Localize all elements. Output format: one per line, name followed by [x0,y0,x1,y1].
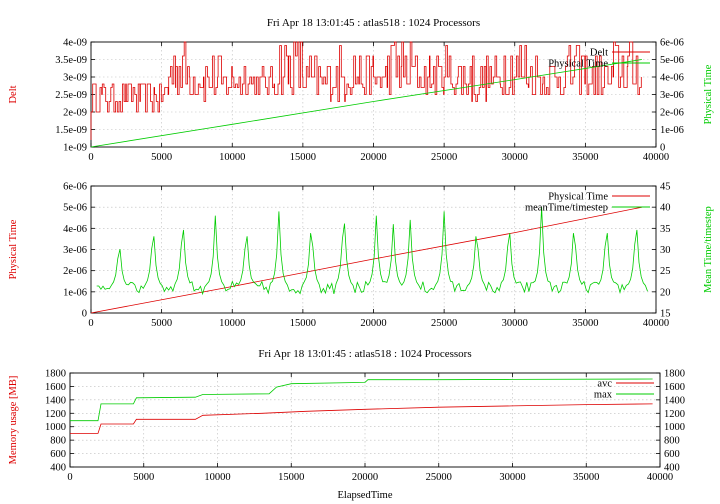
y-tick-label-left: 3.5e-09 [55,55,87,66]
x-tick-label: 40000 [647,472,673,483]
y-tick-label-right: 3e-06 [660,90,684,101]
y-tick-label-right: 2e-06 [660,108,684,119]
x-tick-label: 25000 [431,152,457,163]
y-tick-label-right: 35 [660,224,671,235]
y-tick-label-right: 25 [660,266,671,277]
y-tick-label-right: 5e-06 [660,55,684,66]
y-tick-label-left: 1.5e-09 [55,125,87,136]
y-tick-label-right: 1400 [664,395,685,406]
y-tick-label-right: 45 [660,182,671,193]
x-tick-label: 30000 [499,472,525,483]
y-tick-label-right: 0 [660,143,665,154]
y-tick-label-right: 1200 [664,409,685,420]
legend-label: Physical Time [548,192,608,203]
legend-label: meanTime/timestep [525,203,608,214]
y-tick-label-right: 6e-06 [660,38,684,49]
y-tick-label-left: 1200 [45,409,66,420]
x-tick-label: 20000 [360,152,386,163]
y-tick-label-right: 1600 [664,382,685,393]
x-tick-label: 35000 [572,152,598,163]
y-tick-label-left: 4e-06 [63,224,87,235]
y-tick-label-right: 15 [660,309,671,320]
x-tick-label: 15000 [290,152,316,163]
x-tick-label: 35000 [572,318,598,329]
legend-label: Delt [590,48,608,59]
x-tick-label: 15000 [278,472,304,483]
y-tick-label-left: 5e-06 [63,203,87,214]
y-tick-label-right: 40 [660,203,671,214]
y-tick-label-left: 800 [50,436,66,447]
series-line-physical-time [90,206,642,314]
y-tick-label-right: 1800 [664,369,685,380]
y-tick-label-right: 4e-06 [660,73,684,84]
x-tick-label: 10000 [219,318,245,329]
y-axis-label-left: Memory usage [MB] [8,376,19,465]
y-tick-label-left: 2e-06 [63,266,87,277]
y-tick-label-left: 0 [82,309,87,320]
x-tick-label: 40000 [643,318,669,329]
y-tick-label-right: 1000 [664,422,685,433]
legend-label: max [594,390,613,401]
x-tick-label: 5000 [151,318,172,329]
chart-title: Fri Apr 18 13:01:45 : atlas518 : 1024 Pr… [258,348,471,360]
y-tick-label-right: 1e-06 [660,125,684,136]
x-tick-label: 0 [88,152,93,163]
y-tick-label-left: 1e-06 [63,287,87,298]
x-tick-label: 35000 [573,472,599,483]
series-line-avc [70,403,653,434]
x-tick-label: 15000 [290,318,316,329]
y-tick-label-left: 1000 [45,422,66,433]
y-tick-label-left: 3e-06 [63,245,87,256]
y-tick-label-left: 1600 [45,382,66,393]
x-tick-label: 30000 [502,318,528,329]
y-axis-label-right: Physical Time [703,64,714,124]
y-tick-label-right: 30 [660,245,671,256]
plot-frame [69,372,661,468]
legend-label: avc [597,379,612,390]
y-tick-label-right: 800 [664,436,680,447]
chart-panel-1: 0 5000 10000 15000 20000 25000 30000 35000 40000… [8,17,714,163]
y-tick-label-left: 600 [50,449,66,460]
x-tick-label: 0 [88,318,93,329]
y-tick-label-left: 2.5e-09 [55,90,87,101]
y-tick-label-left: 400 [50,463,66,474]
x-tick-label: 10000 [204,472,230,483]
series-line-delt [90,41,642,140]
series-line-physical-time [90,59,642,148]
y-tick-label-left: 3e-09 [63,73,87,84]
plot-frame [90,41,657,148]
x-tick-label: 10000 [219,152,245,163]
y-tick-label-left: 4e-09 [63,38,87,49]
x-axis-label: ElapsedTime [337,490,392,501]
y-axis-label-left: Delt [8,85,19,103]
x-tick-label: 25000 [426,472,452,483]
series-line-meantime-timestep [96,207,648,296]
x-tick-label: 5000 [133,472,154,483]
x-tick-label: 20000 [360,318,386,329]
chart-panel-2: 0 5000 10000 15000 20000 25000 30000 35000 40000… [8,182,714,330]
y-axis-label-left: Physical Time [8,219,19,279]
plot-frame [90,185,657,314]
y-tick-label-left: 6e-06 [63,182,87,193]
x-tick-label: 25000 [431,318,457,329]
x-tick-label: 20000 [352,472,378,483]
y-tick-label-left: 1800 [45,369,66,380]
y-tick-label-left: 1400 [45,395,66,406]
y-tick-label-left: 1e-09 [63,143,87,154]
y-tick-label-right: 20 [660,287,671,298]
series-line-max [70,378,653,422]
legend-label: Physical Time [548,59,608,70]
x-tick-label: 30000 [502,152,528,163]
y-axis-label-right: Mean Time/timestep [703,206,714,293]
chart-title: Fri Apr 18 13:01:45 : atlas518 : 1024 Pr… [267,17,480,29]
y-tick-label-right: 400 [664,463,680,474]
y-tick-label-right: 600 [664,449,680,460]
y-tick-label-left: 2e-09 [63,108,87,119]
x-tick-label: 5000 [151,152,172,163]
chart-panel-3: 0 5000 10000 15000 20000 25000 30000 35000 40000… [8,348,685,501]
x-tick-label: 40000 [643,152,669,163]
x-tick-label: 0 [67,472,72,483]
